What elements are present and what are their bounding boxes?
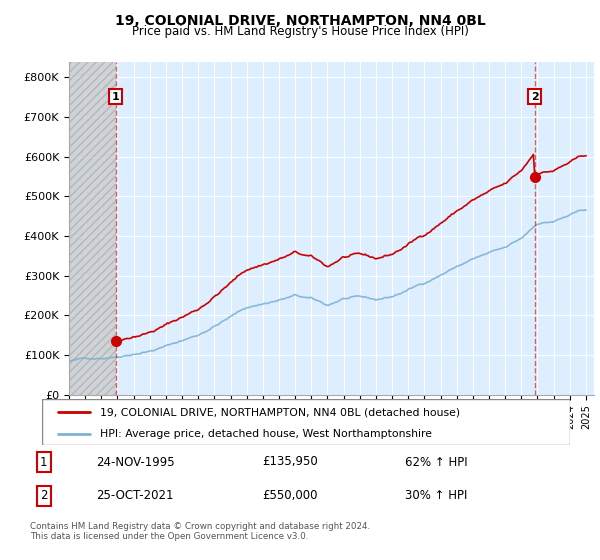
Text: 19, COLONIAL DRIVE, NORTHAMPTON, NN4 0BL (detached house): 19, COLONIAL DRIVE, NORTHAMPTON, NN4 0BL…	[100, 407, 460, 417]
Text: 1: 1	[112, 92, 120, 101]
Text: 2: 2	[531, 92, 539, 101]
FancyBboxPatch shape	[42, 399, 570, 445]
Text: 19, COLONIAL DRIVE, NORTHAMPTON, NN4 0BL: 19, COLONIAL DRIVE, NORTHAMPTON, NN4 0BL	[115, 14, 485, 28]
Text: HPI: Average price, detached house, West Northamptonshire: HPI: Average price, detached house, West…	[100, 429, 432, 438]
Bar	[69, 62, 116, 395]
Text: Price paid vs. HM Land Registry's House Price Index (HPI): Price paid vs. HM Land Registry's House …	[131, 25, 469, 38]
Text: 62% ↑ HPI: 62% ↑ HPI	[406, 455, 468, 469]
Text: 2: 2	[40, 489, 47, 502]
Text: 1: 1	[40, 455, 47, 469]
Text: £550,000: £550,000	[262, 489, 317, 502]
Text: 24-NOV-1995: 24-NOV-1995	[96, 455, 175, 469]
Text: Contains HM Land Registry data © Crown copyright and database right 2024.
This d: Contains HM Land Registry data © Crown c…	[30, 522, 370, 542]
Text: 30% ↑ HPI: 30% ↑ HPI	[406, 489, 468, 502]
Text: £135,950: £135,950	[262, 455, 317, 469]
Text: 25-OCT-2021: 25-OCT-2021	[96, 489, 174, 502]
